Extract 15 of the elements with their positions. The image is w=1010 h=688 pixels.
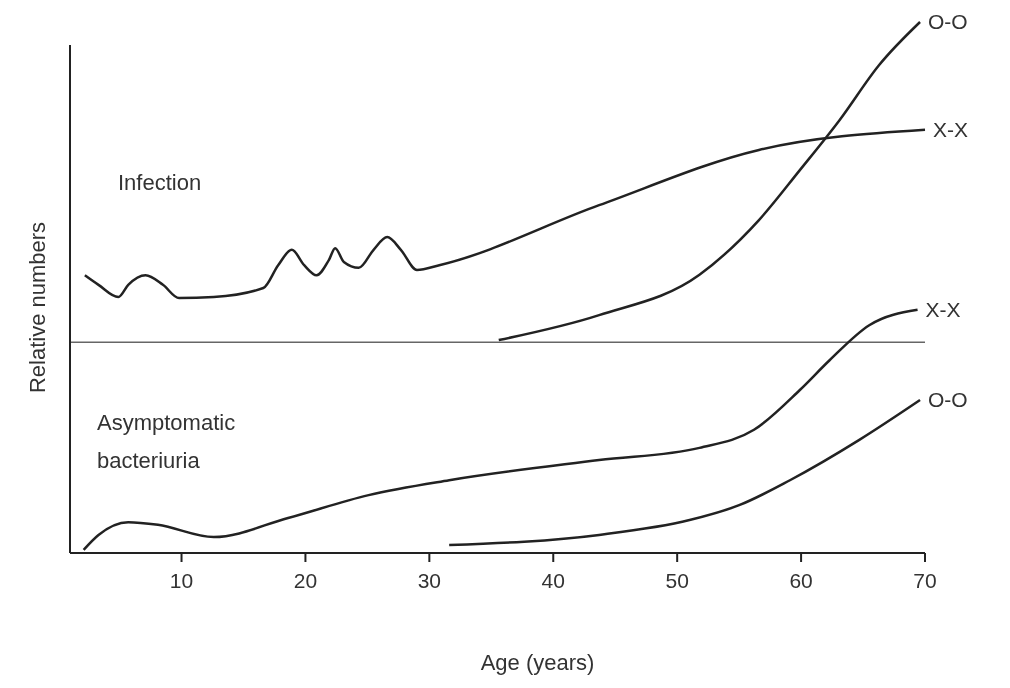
series-label: X-X — [933, 117, 969, 141]
y-axis-title: Relative numbers — [25, 221, 50, 394]
annotation: Asymptomatic bacteriuria — [97, 410, 236, 473]
x-tick-label: 30 — [417, 569, 442, 592]
x-tick-label: 70 — [913, 569, 937, 592]
series-label: X-X — [925, 297, 961, 321]
x-tick-label: 10 — [169, 569, 194, 592]
x-tick-label: 60 — [789, 569, 813, 592]
x-axis-title: Age (years) — [480, 650, 595, 675]
x-tick-label: 50 — [665, 569, 689, 592]
series-label: O-O — [928, 10, 968, 33]
x-tick-label: 40 — [541, 569, 565, 592]
series-label: O-O — [928, 388, 968, 412]
annotation: Infection — [118, 170, 202, 195]
x-tick-label: 20 — [293, 569, 318, 592]
